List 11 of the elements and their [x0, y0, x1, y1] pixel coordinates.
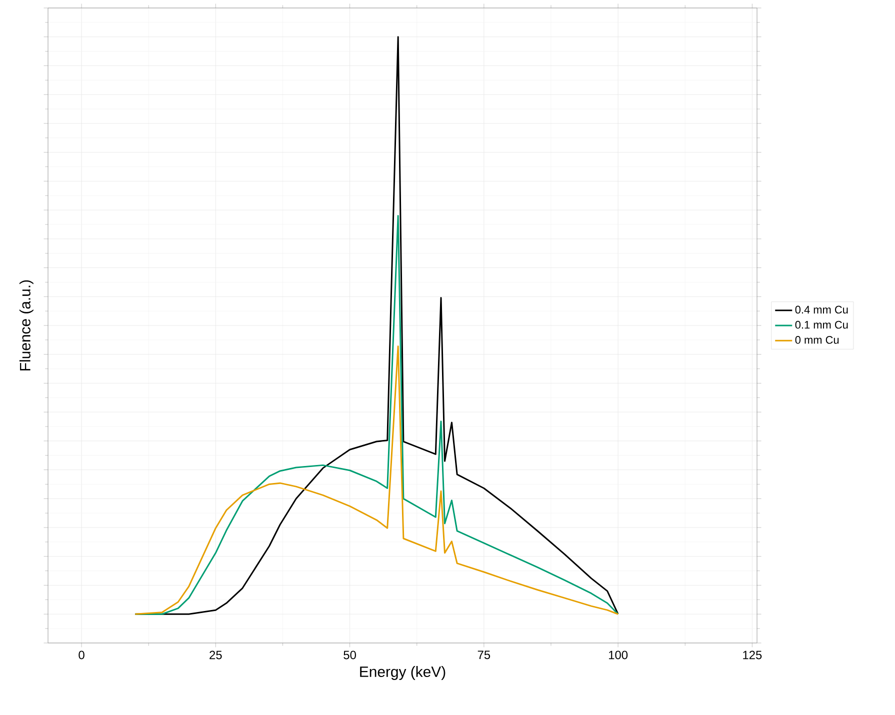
legend-label: 0.1 mm Cu: [795, 320, 848, 329]
x-tick-label: 50: [344, 650, 356, 660]
legend-label: 0 mm Cu: [795, 336, 839, 344]
x-tick-label: 75: [478, 650, 490, 660]
x-tick-label: 125: [743, 650, 762, 660]
legend-label: 0.4 mm Cu: [795, 306, 848, 314]
x-tick-label: 25: [210, 650, 222, 660]
x-tick-label: 0: [78, 650, 84, 660]
y-axis-title: Fluence (a.u.): [19, 280, 34, 370]
x-axis-title: Energy (keV): [360, 666, 446, 680]
x-tick-label: 100: [608, 650, 628, 660]
